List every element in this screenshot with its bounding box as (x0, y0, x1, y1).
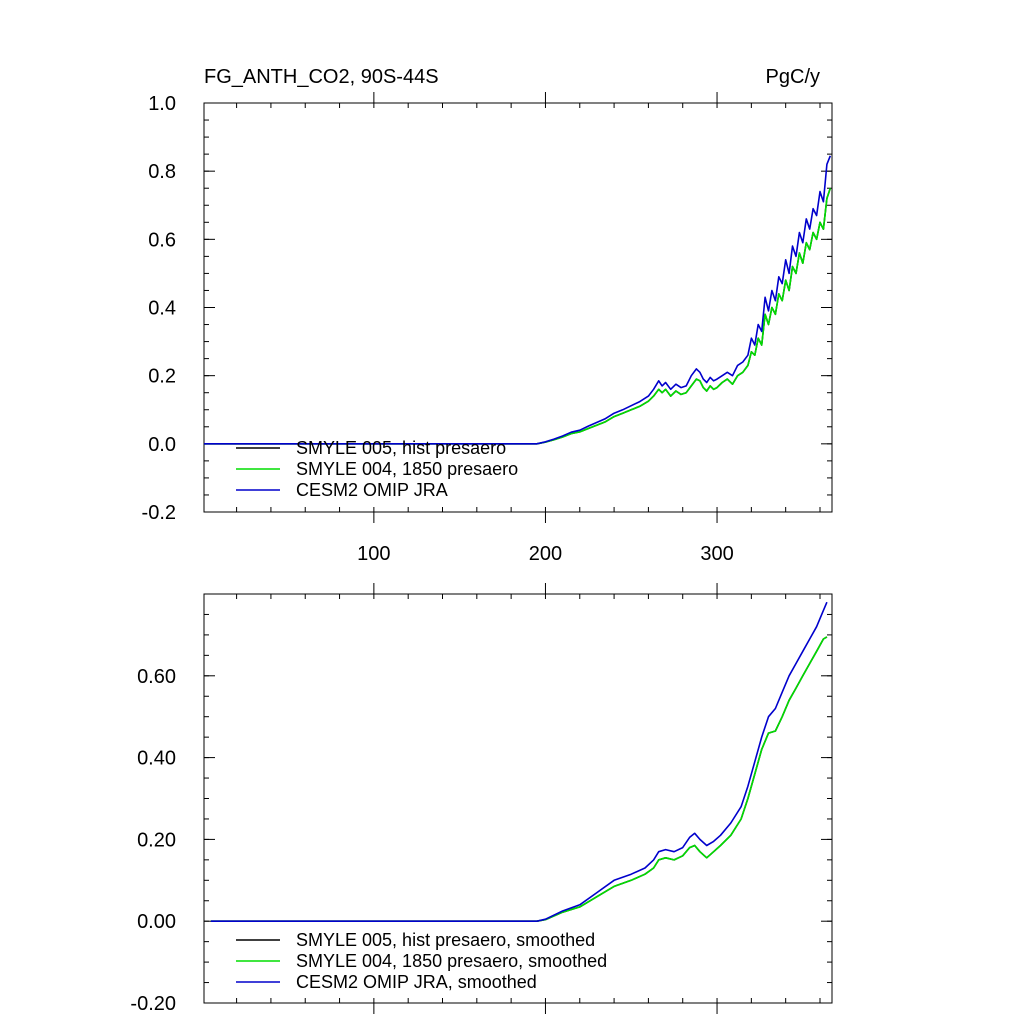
top-legend-label-1: SMYLE 005, hist presaero (296, 438, 506, 458)
top-title-left: FG_ANTH_CO2, 90S-44S (204, 66, 439, 88)
top-y-tick-label: 0.6 (148, 229, 176, 251)
panel-bottom: -0.20 0.00 0.20 0.40 0.60 SMYLE 005, hist pre… (130, 583, 833, 1015)
bottom-y-tick-label: -0.20 (130, 993, 176, 1015)
bottom-series-line-1 (210, 636, 828, 922)
bottom-y-tick-label: 0.40 (137, 748, 176, 770)
bottom-legend-label-1: SMYLE 005, hist presaero, smoothed (296, 930, 595, 950)
bottom-y-tick-label: 0.20 (137, 829, 176, 851)
top-y-tick-label: 1.0 (148, 93, 176, 115)
top-series-line-3 (204, 155, 832, 445)
top-series-line-1 (204, 187, 832, 445)
bottom-series-line-3 (210, 601, 828, 922)
top-y-tick-label: 0.8 (148, 161, 176, 183)
bottom-y-tick-label: 0.00 (137, 911, 176, 933)
bottom-legend-label-2: SMYLE 004, 1850 presaero, smoothed (296, 951, 607, 971)
top-x-tick-label: 200 (529, 543, 562, 565)
top-y-tick-label: 0.4 (148, 298, 176, 320)
top-y-tick-label: 0.0 (148, 434, 176, 456)
top-series-line-2 (204, 187, 832, 445)
top-y-tick-label: 0.2 (148, 366, 176, 388)
bottom-y-tick-label: 0.60 (137, 666, 176, 688)
top-x-tick-label: 100 (357, 543, 390, 565)
top-legend-label-3: CESM2 OMIP JRA (296, 480, 448, 500)
bottom-legend-label-3: CESM2 OMIP JRA, smoothed (296, 972, 537, 992)
top-title-right: PgC/y (766, 66, 820, 88)
panel-top: FG_ANTH_CO2, 90S-44S PgC/y -0.2 0.0 0.2 0.4… (142, 66, 833, 565)
top-x-tick-label: 300 (700, 543, 733, 565)
top-y-tick-label: -0.2 (142, 502, 176, 524)
top-legend-label-2: SMYLE 004, 1850 presaero (296, 459, 518, 479)
bottom-series-line-2 (210, 636, 828, 922)
